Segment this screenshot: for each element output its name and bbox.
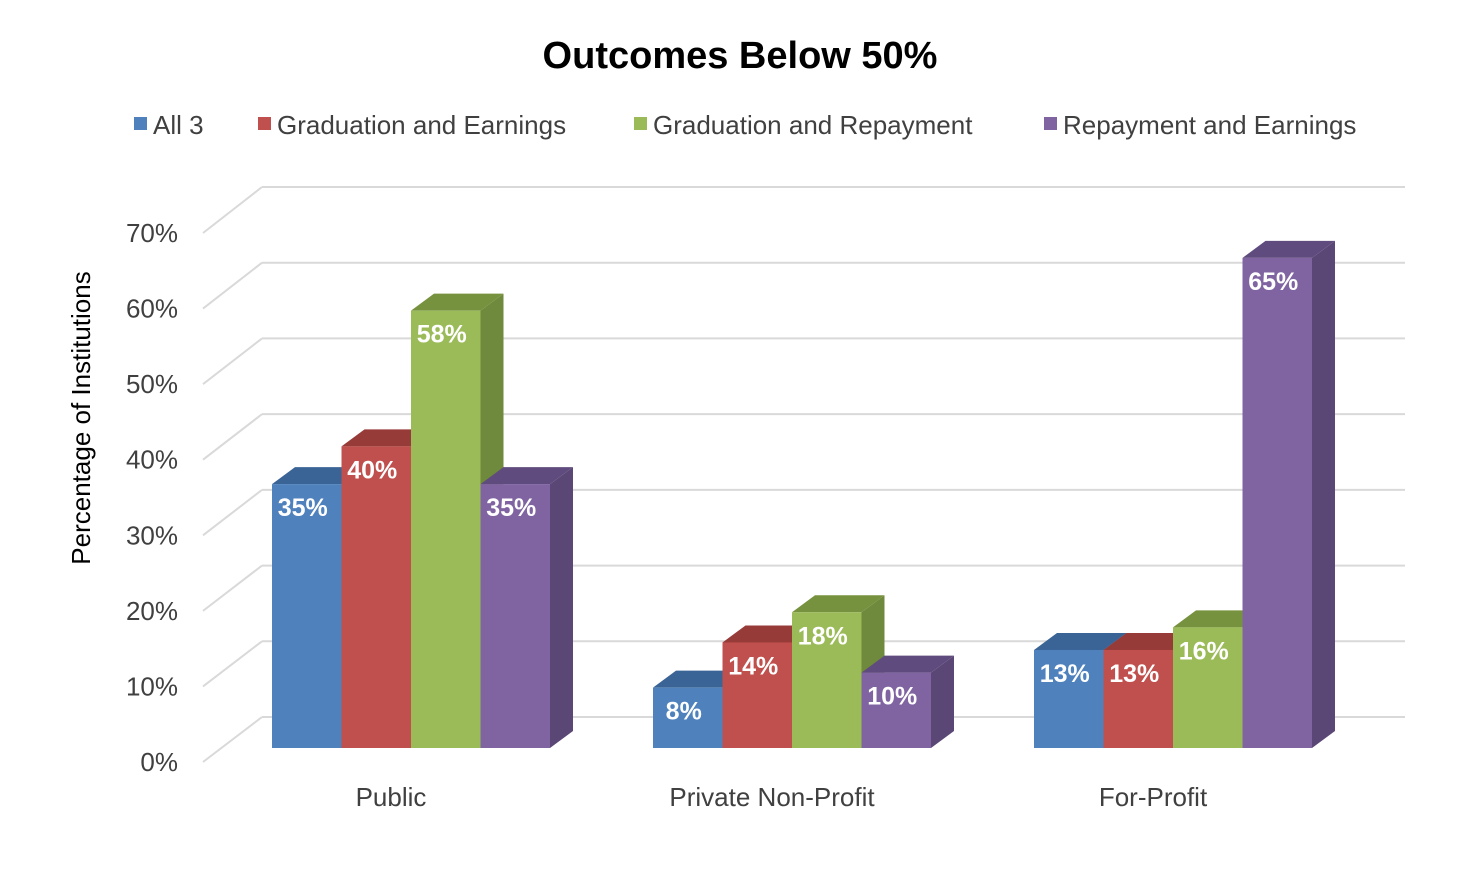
- bar: [653, 687, 723, 748]
- data-label: 16%: [1179, 637, 1229, 665]
- x-axis-ticks: Public Private Non-Profit For-Profit: [356, 782, 1208, 812]
- y-axis-label: Percentage of Institutions: [66, 271, 96, 564]
- y-tick-label: 20%: [126, 596, 178, 626]
- chart-title: Outcomes Below 50%: [543, 35, 938, 77]
- data-label: 10%: [867, 683, 917, 711]
- bar-top: [1103, 632, 1196, 650]
- y-tick-label: 50%: [126, 369, 178, 399]
- bar: [792, 612, 862, 748]
- bar: [1103, 649, 1173, 748]
- y-tick-label: 30%: [126, 520, 178, 550]
- bar: [272, 484, 342, 748]
- bar: [861, 672, 931, 748]
- y-axis-ticks: 0% 10% 20% 30% 40% 50% 60% 70%: [126, 218, 178, 777]
- bars: 35% 40% 58% 35% 8% 14% 18% 10% 13% 13% 16% 65%: [272, 240, 1335, 748]
- bar-side: [1312, 240, 1335, 748]
- y-tick-label: 10%: [126, 671, 178, 701]
- gridline-depth: [202, 489, 263, 537]
- bar: [480, 484, 550, 748]
- data-label: 13%: [1040, 660, 1090, 688]
- data-label: 14%: [728, 652, 778, 680]
- x-tick-label: For-Profit: [1099, 782, 1208, 812]
- bar-side: [931, 655, 954, 748]
- gridline-depth: [202, 564, 263, 612]
- legend-swatch: [134, 117, 147, 130]
- gridline-depth: [202, 261, 263, 310]
- bar-top: [341, 429, 434, 447]
- x-tick-label: Public: [356, 782, 427, 812]
- bar-top: [1242, 240, 1335, 258]
- bar-side: [550, 467, 573, 748]
- legend-swatch: [1044, 117, 1057, 130]
- y-tick-label: 0%: [140, 747, 178, 777]
- gridline-depth: [202, 640, 263, 688]
- bar-top: [1173, 610, 1266, 628]
- data-label: 35%: [278, 494, 328, 522]
- legend: All 3 Graduation and Earnings Graduation a…: [134, 110, 1356, 140]
- bar-top: [861, 655, 954, 673]
- legend-label: All 3: [153, 110, 204, 140]
- gridline-depth: [202, 337, 263, 385]
- y-tick-label: 70%: [126, 218, 178, 248]
- gridline-depth: [202, 413, 263, 461]
- bar-top: [1034, 632, 1127, 650]
- data-label: 13%: [1109, 660, 1159, 688]
- gridline-depth: [202, 186, 263, 234]
- bar-top: [411, 293, 504, 311]
- bar: [1173, 627, 1243, 748]
- bar-top: [792, 595, 885, 613]
- gridline-depth: [202, 716, 263, 763]
- bar: [722, 642, 792, 748]
- data-label: 18%: [798, 622, 848, 650]
- bar: [1034, 649, 1104, 748]
- legend-label: Graduation and Repayment: [653, 110, 973, 140]
- data-label: 65%: [1248, 268, 1298, 296]
- bar-top: [272, 467, 365, 485]
- bar-top: [653, 670, 746, 688]
- legend-label: Repayment and Earnings: [1063, 110, 1356, 140]
- y-tick-label: 40%: [126, 445, 178, 475]
- x-tick-label: Private Non-Profit: [669, 782, 875, 812]
- bar-top: [722, 625, 815, 643]
- y-tick-label: 60%: [126, 294, 178, 324]
- bar: [1242, 257, 1312, 748]
- bar-top: [480, 467, 573, 485]
- data-label: 58%: [417, 321, 467, 349]
- legend-swatch: [634, 117, 647, 130]
- data-label: 40%: [347, 456, 397, 484]
- legend-label: Graduation and Earnings: [277, 110, 566, 140]
- bar: [341, 446, 411, 748]
- bar: [411, 310, 481, 748]
- data-label: 35%: [486, 494, 536, 522]
- data-label: 8%: [666, 698, 702, 726]
- legend-swatch: [258, 117, 271, 130]
